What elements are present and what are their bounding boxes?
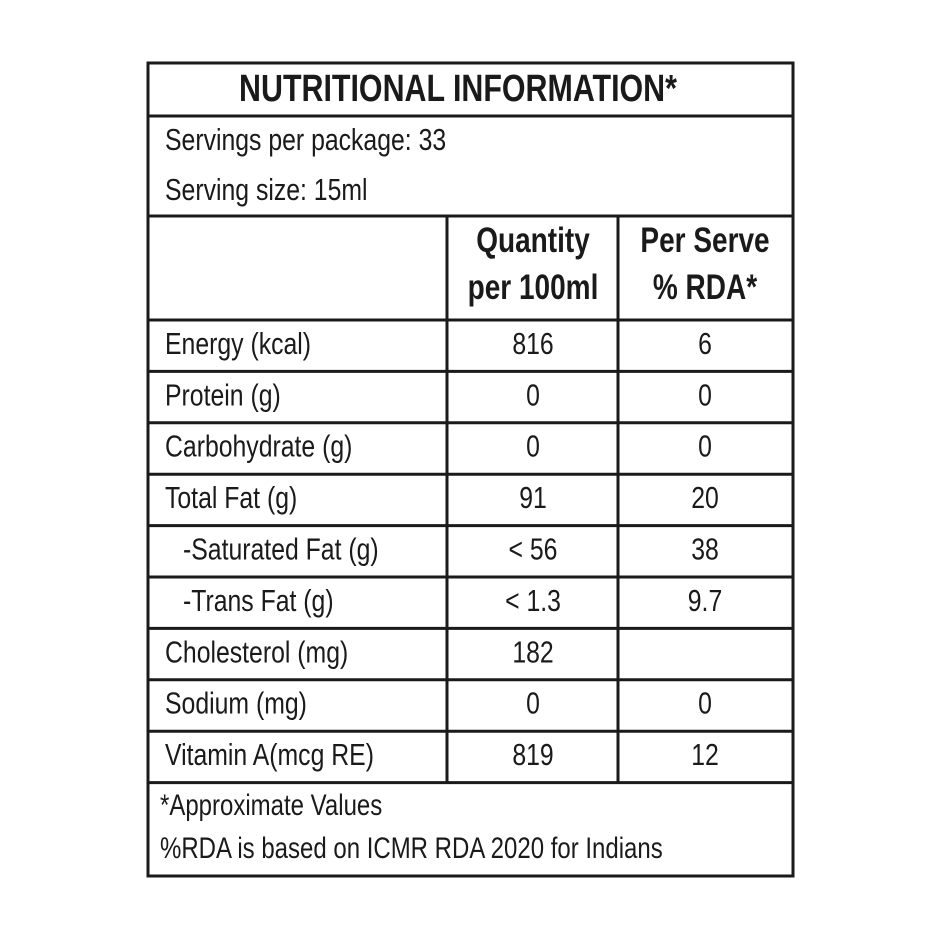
quantity-value: 816 <box>512 326 553 360</box>
nutrient-name-group: Carbohydrate (g) <box>165 429 352 463</box>
nutrient-name: Cholesterol (mg) <box>165 635 348 669</box>
column-header: Per Serve <box>640 220 769 260</box>
quantity-value: 182 <box>512 635 553 669</box>
quantity-value-group: 0 <box>526 686 540 720</box>
quantity-value-group: 0 <box>526 378 540 412</box>
quantity-value-group: < 1.3 <box>505 583 561 617</box>
quantity-value-group: 91 <box>519 480 547 514</box>
quantity-value-group: 182 <box>512 635 553 669</box>
rda-value: 0 <box>698 378 712 412</box>
column-header-group: Per Serve <box>640 220 769 260</box>
nutrient-name: Protein (g) <box>165 378 281 412</box>
rda-value: 0 <box>698 686 712 720</box>
column-header-group: % RDA* <box>653 267 758 307</box>
rda-value: 0 <box>698 429 712 463</box>
rda-value-group: 38 <box>691 532 719 566</box>
column-header: Quantity <box>476 220 590 260</box>
nutrient-name-group: Energy (kcal) <box>165 326 311 360</box>
footer-note: *Approximate Values <box>160 787 382 821</box>
nutrient-name: -Saturated Fat (g) <box>183 532 379 566</box>
servings-per-package: Servings per package: 33 <box>165 123 446 157</box>
quantity-value-group: < 56 <box>509 532 558 566</box>
nutrient-name-group: Sodium (mg) <box>165 686 307 720</box>
rda-value-group: 9.7 <box>688 583 722 617</box>
column-header: per 100ml <box>468 267 599 307</box>
nutrient-name-group: Protein (g) <box>165 378 281 412</box>
nutrient-name: -Trans Fat (g) <box>183 583 334 617</box>
nutrient-name-group: Vitamin A(mcg RE) <box>165 737 374 771</box>
rda-value: 9.7 <box>688 583 722 617</box>
nutrient-name: Vitamin A(mcg RE) <box>165 737 374 771</box>
rda-value-group: 20 <box>691 480 719 514</box>
title-group: NUTRITIONAL INFORMATION* <box>239 68 677 110</box>
quantity-value-group: 816 <box>512 326 553 360</box>
rda-value: 20 <box>691 480 719 514</box>
nutrient-name: Sodium (mg) <box>165 686 307 720</box>
rda-value-group: 0 <box>698 686 712 720</box>
rda-value: 38 <box>691 532 719 566</box>
rda-value-group: 12 <box>691 737 719 771</box>
nutrient-name: Total Fat (g) <box>165 480 297 514</box>
footer-note-group: %RDA is based on ICMR RDA 2020 for India… <box>160 830 663 864</box>
quantity-value: 0 <box>526 429 540 463</box>
nutrient-name-group: Total Fat (g) <box>165 480 297 514</box>
quantity-value: 0 <box>526 378 540 412</box>
footer-note-group: *Approximate Values <box>160 787 382 821</box>
column-header-group: per 100ml <box>468 267 599 307</box>
title: NUTRITIONAL INFORMATION* <box>239 68 677 110</box>
rda-value: 12 <box>691 737 719 771</box>
rda-value: 6 <box>698 326 712 360</box>
quantity-value: < 1.3 <box>505 583 561 617</box>
nutrient-name: Energy (kcal) <box>165 326 311 360</box>
footer-note: %RDA is based on ICMR RDA 2020 for India… <box>160 830 663 864</box>
nutrient-name-group: -Saturated Fat (g) <box>183 532 379 566</box>
quantity-value: < 56 <box>509 532 558 566</box>
quantity-value: 819 <box>512 737 553 771</box>
rda-value-group: 0 <box>698 429 712 463</box>
nutrient-name: Carbohydrate (g) <box>165 429 352 463</box>
column-header-group: Quantity <box>476 220 590 260</box>
servings-per-package-group: Servings per package: 33 <box>165 123 446 157</box>
serving-size-group: Serving size: 15ml <box>165 173 368 207</box>
nutrient-name-group: Cholesterol (mg) <box>165 635 348 669</box>
column-header: % RDA* <box>653 267 758 307</box>
nutrient-name-group: -Trans Fat (g) <box>183 583 334 617</box>
quantity-value: 0 <box>526 686 540 720</box>
quantity-value-group: 819 <box>512 737 553 771</box>
quantity-value-group: 0 <box>526 429 540 463</box>
serving-size: Serving size: 15ml <box>165 173 368 207</box>
rda-value-group: 6 <box>698 326 712 360</box>
label-border <box>146 61 795 878</box>
quantity-value: 91 <box>519 480 547 514</box>
rda-value-group: 0 <box>698 378 712 412</box>
